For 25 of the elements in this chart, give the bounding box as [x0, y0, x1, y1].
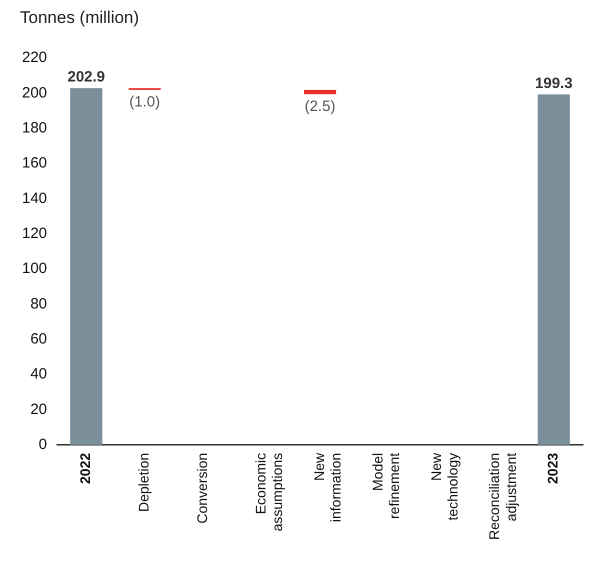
x-tick-label: Economic assumptions — [252, 452, 286, 532]
x-tick-label: Depletion — [136, 452, 152, 512]
data-label: 202.9 — [67, 68, 106, 86]
x-tick-label: 2022 — [77, 452, 94, 484]
y-tick-label: 20 — [30, 400, 48, 418]
bar — [538, 94, 570, 445]
bar — [304, 90, 336, 94]
y-tick-label: 160 — [22, 154, 48, 172]
x-tick-label: 2023 — [544, 452, 561, 484]
y-tick-label: 80 — [30, 295, 48, 312]
y-tick-label: 0 — [38, 436, 48, 453]
data-label: (2.5) — [304, 98, 336, 115]
y-tick-label: 120 — [22, 224, 48, 242]
data-label: 199.3 — [535, 75, 573, 92]
y-tick-label: 200 — [22, 84, 48, 102]
data-label: (1.0) — [129, 93, 160, 110]
y-tick-label: 220 — [22, 49, 48, 66]
y-tick-label: 100 — [22, 260, 48, 278]
x-tick-label: Conversion — [194, 452, 210, 524]
y-tick-label: 60 — [30, 330, 48, 348]
y-tick-label: 40 — [30, 366, 48, 383]
y-axis-title: Tonnes (million) — [20, 8, 140, 28]
y-tick-label: 140 — [22, 190, 48, 207]
y-tick-label: 180 — [22, 119, 48, 136]
bar — [70, 88, 102, 445]
